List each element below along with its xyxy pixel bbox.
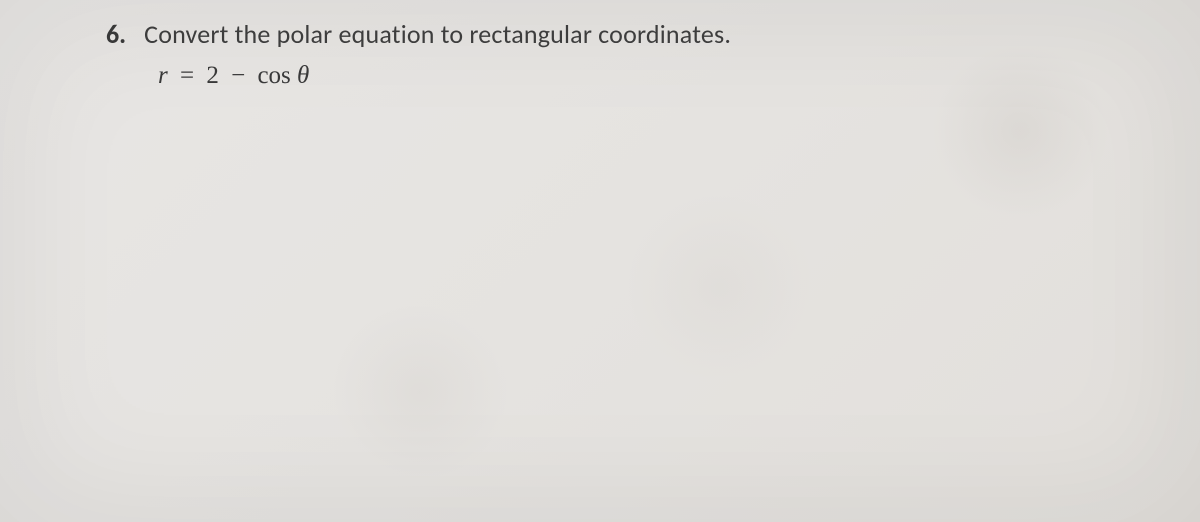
equation-constant: 2: [206, 62, 219, 89]
equation-lhs-variable: r: [158, 62, 168, 89]
equation-minus: −: [225, 62, 251, 89]
equation: r = 2 − cos θ: [158, 62, 1160, 90]
equation-function: cos: [257, 62, 290, 89]
equation-equals: =: [174, 62, 200, 89]
problem-prompt: Convert the polar equation to rectangula…: [144, 18, 731, 50]
problem-number: 6.: [106, 18, 126, 50]
problem-heading-row: 6. Convert the polar equation to rectang…: [106, 18, 1160, 50]
problem-block: 6. Convert the polar equation to rectang…: [106, 18, 1160, 90]
equation-angle: θ: [297, 62, 309, 89]
